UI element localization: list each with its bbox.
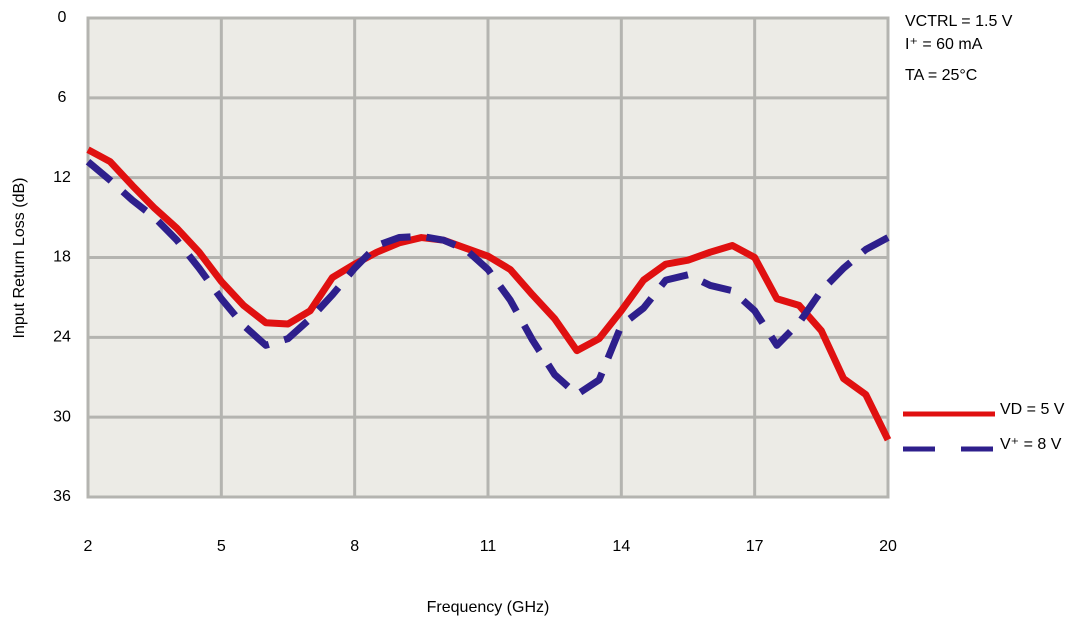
x-tick-label: 8: [350, 538, 359, 555]
legend-label: V⁺ = 8 V: [1000, 436, 1062, 453]
y-tick-label: 36: [53, 488, 71, 505]
y-tick-label: 12: [53, 169, 71, 186]
annotation: TA = 25°C: [905, 67, 977, 84]
x-tick-label: 11: [480, 538, 497, 555]
y-tick-label: 30: [53, 408, 71, 425]
x-axis-label: Frequency (GHz): [427, 599, 550, 616]
y-tick-label: 18: [53, 249, 71, 266]
series-line: [86, 146, 892, 442]
x-tick-label: 2: [84, 538, 93, 555]
x-tick-label: 5: [217, 538, 226, 555]
x-tick-label: 14: [612, 538, 630, 555]
x-tick-label: 20: [879, 538, 897, 555]
legend-label: VD = 5 V: [1000, 401, 1065, 418]
series-line: [85, 159, 890, 399]
annotation: I⁺ = 60 mA: [905, 36, 983, 53]
y-tick-label: 24: [53, 329, 71, 346]
x-tick-label: 17: [746, 538, 764, 555]
y-axis-label: Input Return Loss (dB): [11, 178, 28, 339]
y-tick-label: 0: [58, 9, 67, 26]
y-tick-label: 6: [58, 89, 67, 106]
annotation: VCTRL = 1.5 V: [905, 13, 1013, 30]
